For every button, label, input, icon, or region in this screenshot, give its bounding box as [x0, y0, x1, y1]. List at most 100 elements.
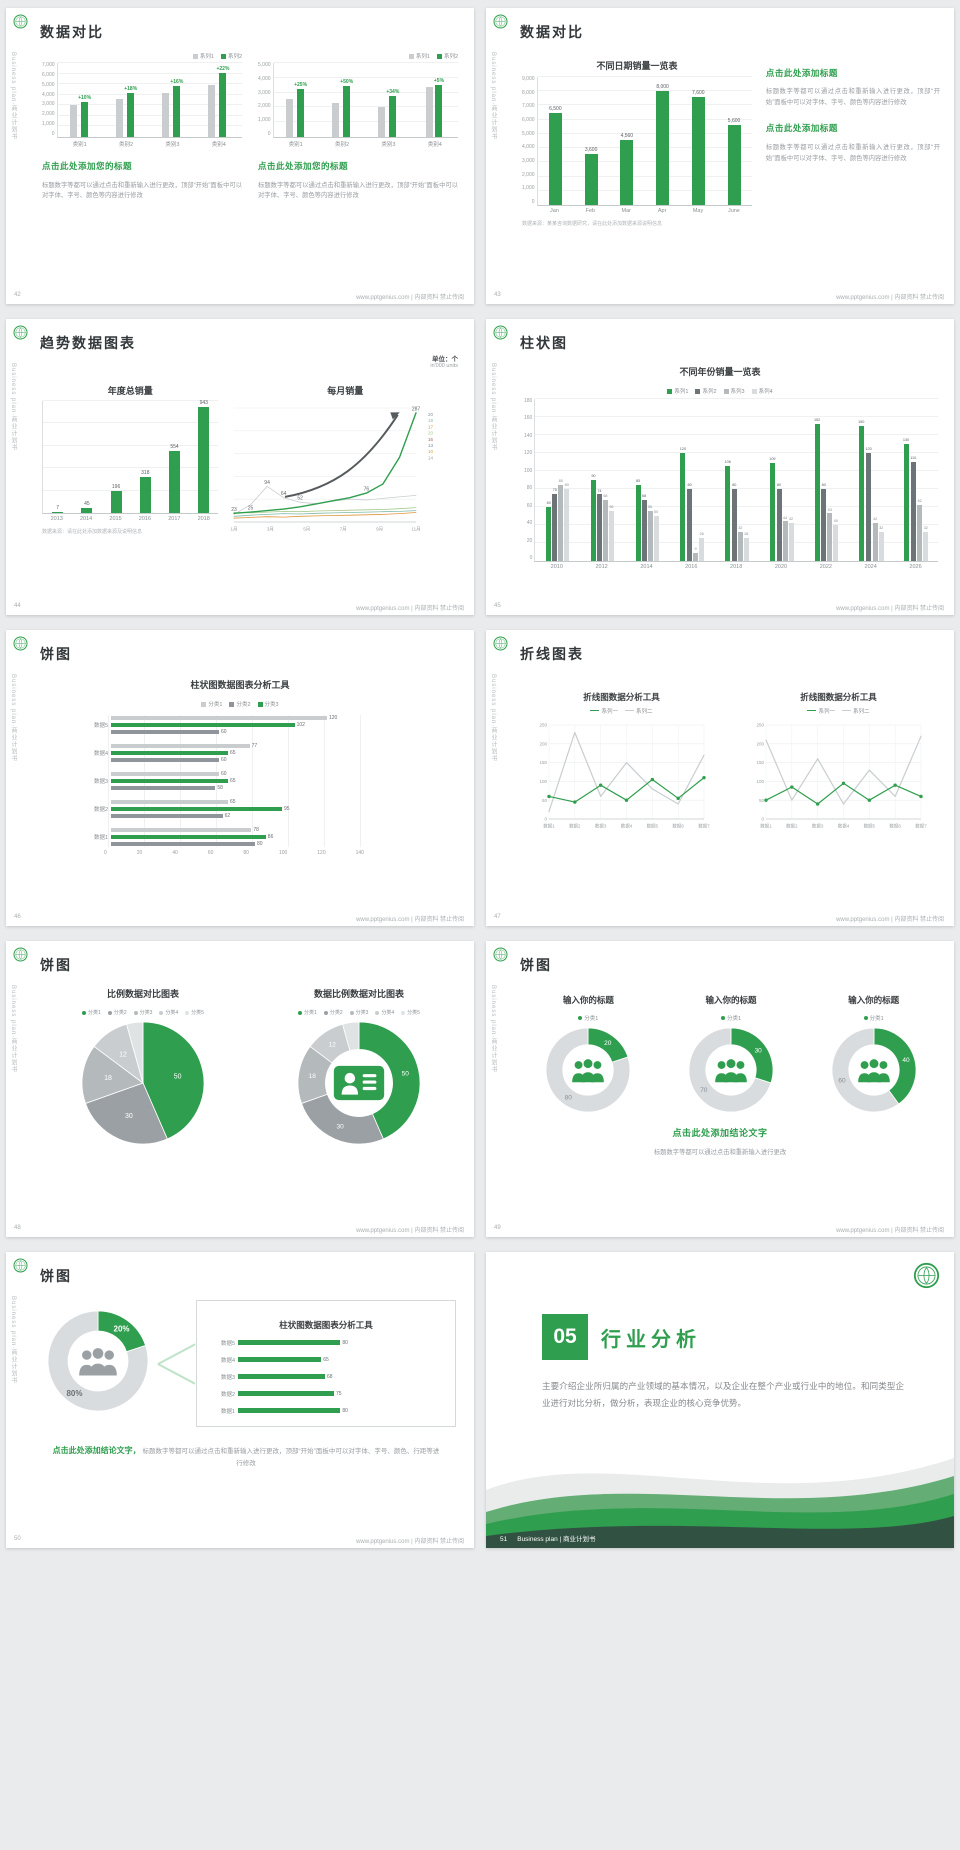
- y-tick-label: 5,000: [258, 62, 271, 68]
- bar-group: 90 74 68 56: [580, 399, 625, 561]
- bar: [127, 92, 135, 137]
- category-label: Apr: [657, 208, 667, 214]
- presenter-icon: [333, 1065, 385, 1101]
- bar: [111, 743, 250, 749]
- footer-source-text: www.pptgenius.com | 内部资料 禁止传阅: [836, 295, 944, 301]
- plot-area: 6,500 3,600 4,560 8,000 7,600 5,600: [536, 76, 752, 206]
- category-label: 2018: [730, 564, 743, 570]
- slide-43-data-comparison[interactable]: Business plan·商业计划书 数据对比 不同日期销量一览表 9,000…: [486, 8, 954, 304]
- section-number-badge: 05: [542, 1314, 588, 1360]
- bar: [602, 499, 608, 561]
- value-label: +5%: [433, 77, 445, 84]
- value-label: 86: [267, 834, 274, 840]
- value-label: 80: [776, 483, 782, 488]
- bar: [111, 715, 327, 721]
- value-label: 90: [591, 474, 596, 479]
- legend-item: 分类2: [229, 700, 251, 708]
- x-tick-label: 80: [243, 850, 249, 856]
- bar-row: 数据5 120 102 60: [80, 715, 400, 735]
- svg-text:20: 20: [428, 431, 434, 436]
- unit-label: 单位：个: [432, 356, 458, 363]
- value-label: 78: [253, 827, 259, 833]
- bar-group: 8,000: [645, 77, 681, 205]
- slide-footer: 42 www.pptgenius.com | 内部资料 禁止传阅: [14, 292, 464, 301]
- y-tick-label: 0: [267, 130, 271, 137]
- donut-chart: 50 30 18 12 5: [258, 1020, 460, 1146]
- category-label: 2012: [595, 564, 608, 570]
- category-label: 2010: [550, 564, 563, 570]
- category-label: 2014: [79, 516, 93, 522]
- slide-45-column-chart[interactable]: Business plan·商业计划书 柱状图 不同年份销量一览表 系列1 系列2…: [486, 319, 954, 615]
- bar-group: 130 110 62 32: [893, 399, 938, 561]
- bar-chart-annual-sales: 7 45 196 318 554 943 2013 2014 2015 2016 2017 2018: [42, 400, 219, 522]
- value-label: 80: [342, 1407, 348, 1414]
- bar: [653, 516, 659, 561]
- slice-label: 30: [755, 1048, 763, 1055]
- chart-title: 年度总销量: [107, 386, 153, 396]
- legend-label: 分类1: [869, 1016, 884, 1022]
- bar: [81, 507, 93, 513]
- svg-text:数据7: 数据7: [698, 822, 710, 829]
- page-number: 51: [500, 1536, 508, 1543]
- legend-swatch: [751, 388, 757, 394]
- brand-logo-icon: [493, 636, 508, 651]
- category-label: 2018: [197, 516, 210, 522]
- category-label: 2026: [909, 564, 922, 570]
- bar: [788, 523, 794, 561]
- slide-title: 数据对比: [40, 24, 104, 40]
- slide-47-line-charts[interactable]: Business plan·商业计划书 折线图表 折线图数据分析工具 系列一 系列…: [486, 630, 954, 926]
- legend-swatch: [590, 709, 600, 712]
- slide-51-section-cover[interactable]: 05 行业分析 主要介绍企业所归属的产业领域的基本情况，以及企业在整个产业或行业…: [486, 1252, 954, 1548]
- brand-logo-icon: [493, 947, 508, 962]
- value-label: 130: [902, 438, 910, 443]
- value-label: 65: [230, 750, 236, 756]
- value-label: 56: [648, 504, 653, 509]
- legend-label: 系列3: [730, 389, 745, 395]
- bar: [198, 407, 210, 513]
- value-label: 3,600: [584, 146, 598, 153]
- legend-item: 系列1: [408, 52, 430, 60]
- legend-item: 系列1: [192, 52, 214, 60]
- pie-slice: [301, 1093, 384, 1145]
- bar: [737, 532, 743, 561]
- slide-50-donut-summary[interactable]: Business plan·商业计划书 饼图 20% 80% 柱状图数据图表分析工…: [6, 1252, 474, 1548]
- side-watermark-text: Business plan·商业计划书: [10, 674, 16, 763]
- page-number: 43: [494, 292, 501, 298]
- y-tick-label: 5,000: [522, 130, 535, 137]
- y-tick-label: 2,000: [522, 171, 535, 178]
- bar: [52, 512, 64, 513]
- category-label: 数据1: [93, 835, 108, 841]
- chart-legend: 分类1 分类2 分类3: [6, 700, 474, 708]
- chart-legend: 系列1 系列2 系列3 系列4: [486, 387, 954, 395]
- side-watermark-text: Business plan·商业计划书: [490, 674, 496, 763]
- chart-title: 输入你的标题: [562, 994, 614, 1005]
- legend-swatch: [298, 1010, 303, 1015]
- donut-chart: 20 80: [522, 1026, 655, 1114]
- value-label: 62: [917, 499, 922, 504]
- bar: [687, 489, 693, 561]
- value-label: 65: [230, 778, 236, 784]
- legend-item: 分类2: [323, 1009, 343, 1016]
- side-watermark-text: Business plan·商业计划书: [10, 363, 16, 452]
- slide-48-pie-charts[interactable]: Business plan·商业计划书 饼图 比例数据对比图表 分类1 分类2 分类…: [6, 941, 474, 1237]
- chart-title: 数据比例数据对比图表: [313, 989, 404, 999]
- section-header: 05 行业分析: [542, 1314, 954, 1360]
- unit-note: 单位：个 in'000 units: [430, 353, 458, 369]
- slide-49-donut-charts[interactable]: Business plan·商业计划书 饼图 输入你的标题 分类1 20 80 输…: [486, 941, 954, 1237]
- chart-panel: 折线图数据分析工具 系列一 系列二 250 200 150 100 50 0 数据1 数据2 数据…: [522, 682, 721, 830]
- slide-44-trend-charts[interactable]: Business plan·商业计划书 趋势数据图表 单位：个 in'000 u…: [6, 319, 474, 615]
- value-label: 60: [546, 501, 551, 506]
- grouped-bar-chart-yearly: 180 160 140 120 100 80 60 40 20 0 60 75 85 80 90 74 68 56…: [524, 398, 938, 570]
- bar: [821, 489, 827, 561]
- legend-label: 分类2: [113, 1010, 127, 1016]
- value-label: 32: [738, 526, 743, 531]
- legend-item: 分类3: [349, 1009, 368, 1016]
- svg-text:7月: 7月: [340, 527, 347, 533]
- donut-chart: 30 70: [665, 1026, 798, 1114]
- slide-46-hbar-chart[interactable]: Business plan·商业计划书 饼图 柱状图数据图表分析工具 分类1 分类…: [6, 630, 474, 926]
- slide-42-data-comparison[interactable]: Business plan·商业计划书 数据对比 系列1 系列2 7,000 6,0…: [6, 8, 474, 304]
- slice-label: 70: [700, 1087, 708, 1094]
- side-watermark-text: Business plan·商业计划书: [10, 52, 16, 141]
- category-label: 数据2: [220, 1391, 235, 1398]
- chart-column: 输入你的标题 分类1 30 70: [665, 985, 798, 1114]
